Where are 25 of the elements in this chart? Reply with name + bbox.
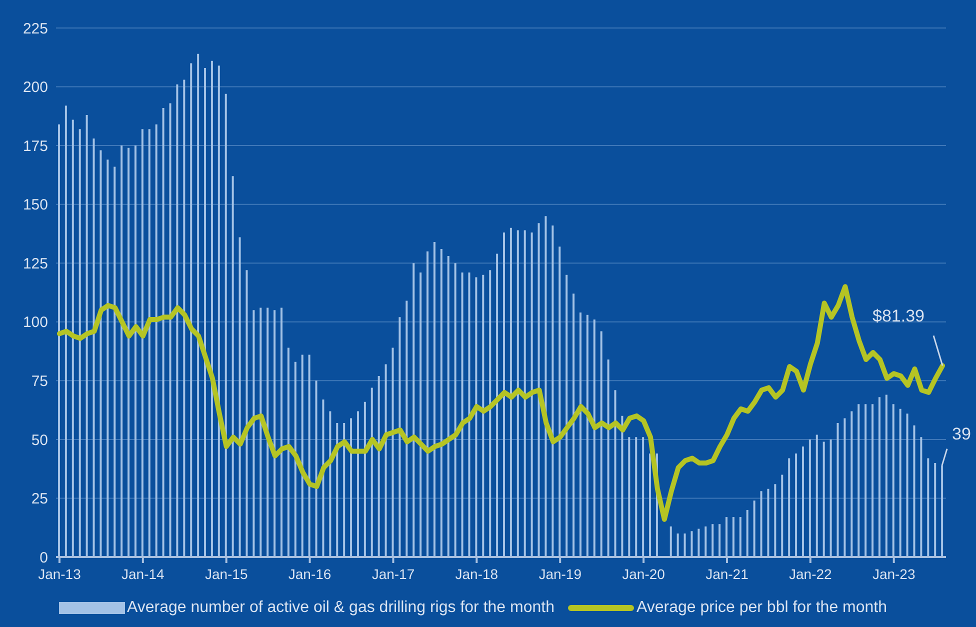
y-tick-label: 150 [22,196,48,214]
x-tick-label: Jan-21 [706,566,749,582]
x-tick-label: Jan-14 [122,566,165,582]
legend-label: Average number of active oil & gas drilling rigs for the month [127,599,554,617]
y-tick-label: 25 [31,490,48,508]
y-tick-label: 100 [22,314,48,332]
y-tick-label: 75 [31,372,48,390]
x-tick-label: Jan-18 [455,566,498,582]
x-tick-label: Jan-23 [872,566,916,582]
x-tick-label: Jan-16 [288,566,332,582]
x-tick-label: Jan-13 [38,566,82,582]
y-tick-label: 225 [22,20,48,38]
y-tick-label: 50 [31,432,48,449]
x-tick-label: Jan-15 [204,566,248,582]
legend-label: Average price per bbl for the month [636,599,887,617]
x-tick-label: Jan-17 [372,566,415,582]
y-tick-label: 125 [22,255,48,272]
x-tick-label: Jan-20 [622,566,666,582]
data-label: $81.39 [872,306,925,326]
y-tick-label: 200 [22,79,48,96]
y-tick-label: 175 [22,138,48,155]
data-label: 39 [952,424,971,444]
x-tick-label: Jan-19 [538,566,582,582]
y-tick-label: 0 [40,549,48,566]
x-tick-label: Jan-22 [789,566,832,582]
